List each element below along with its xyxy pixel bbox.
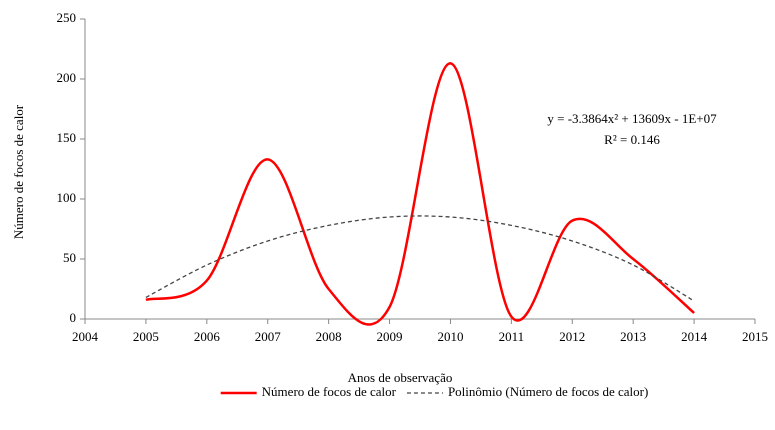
x-tick-label: 2008 (316, 329, 342, 344)
x-tick-label: 2005 (133, 329, 159, 344)
legend-label: Polinômio (Número de focos de calor) (448, 384, 648, 399)
y-tick-label: 0 (70, 310, 77, 325)
trend-r2: R² = 0.146 (604, 132, 660, 147)
y-tick-label: 100 (57, 190, 77, 205)
x-tick-label: 2013 (620, 329, 646, 344)
y-axis-label: Número de focos de calor (11, 104, 26, 239)
x-tick-label: 2007 (255, 329, 282, 344)
y-tick-label: 150 (57, 130, 77, 145)
x-tick-label: 2004 (72, 329, 99, 344)
y-tick-label: 200 (57, 70, 77, 85)
y-tick-label: 50 (63, 250, 76, 265)
x-tick-label: 2006 (194, 329, 221, 344)
y-tick-label: 250 (57, 10, 77, 25)
trend-line (145, 215, 695, 302)
data-line (145, 62, 695, 326)
x-tick-label: 2012 (559, 329, 585, 344)
legend-label: Número de focos de calor (262, 384, 397, 399)
trend-equation: y = -3.3864x² + 13609x - 1E+07 (547, 111, 717, 126)
x-tick-label: 2011 (499, 329, 525, 344)
x-tick-label: 2015 (742, 329, 768, 344)
x-axis-label: Anos de observação (348, 370, 453, 385)
x-tick-label: 2014 (681, 329, 708, 344)
x-tick-label: 2009 (377, 329, 403, 344)
x-tick-label: 2010 (437, 329, 463, 344)
